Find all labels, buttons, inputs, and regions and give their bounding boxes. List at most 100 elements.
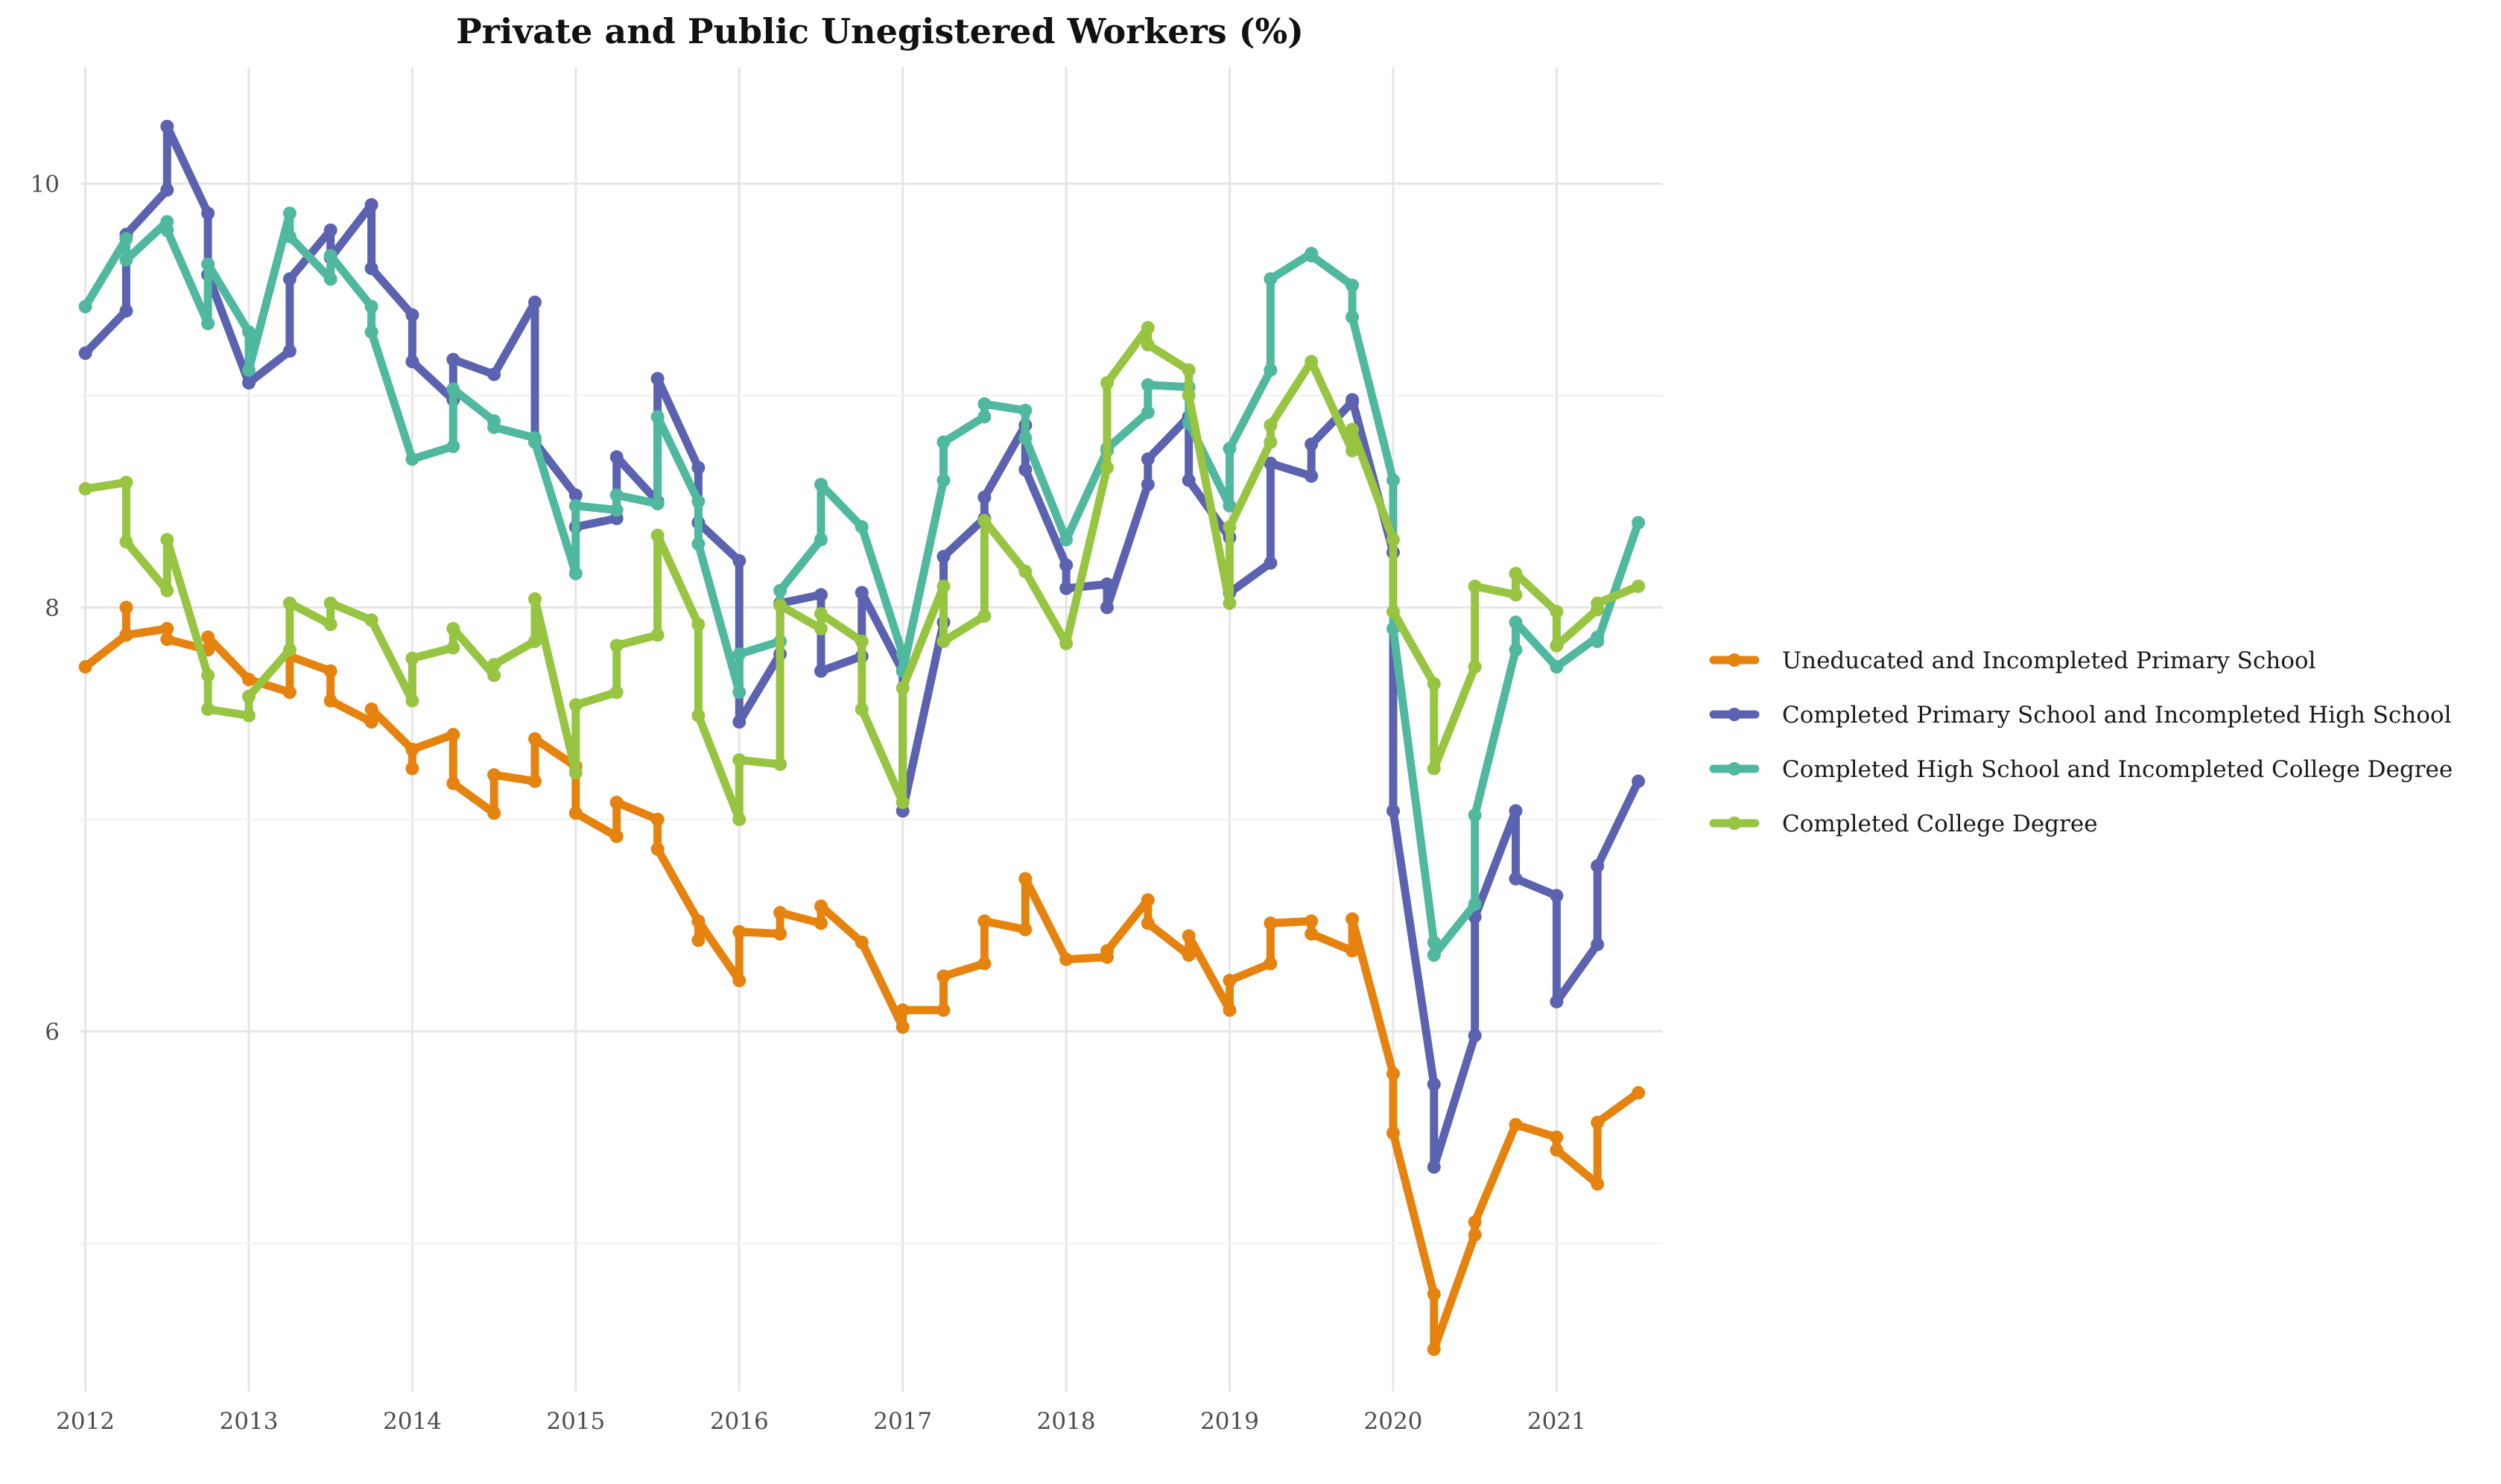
data-point — [691, 708, 706, 723]
data-point — [650, 812, 665, 826]
data-point — [1182, 948, 1196, 962]
data-point — [364, 197, 378, 212]
data-point — [1264, 272, 1278, 286]
data-point — [936, 473, 951, 487]
data-point — [1386, 533, 1400, 547]
data-point — [1018, 431, 1033, 445]
data-point — [1223, 1003, 1237, 1017]
x-axis-ticks: 2012 2013 2014 2015 2016 2017 2018 2019 2020 2021 — [56, 1408, 1586, 1435]
legend-key-point — [1728, 816, 1741, 830]
data-point — [282, 643, 297, 657]
data-point — [1427, 676, 1441, 691]
data-point — [487, 806, 501, 820]
data-point — [446, 776, 460, 790]
data-point — [936, 634, 951, 648]
legend-item: Completed Primary School and Incompleted… — [1709, 702, 2452, 729]
data-point — [1264, 916, 1278, 930]
series-lines — [78, 119, 1646, 1357]
data-point — [814, 533, 828, 547]
data-point — [1345, 944, 1360, 958]
data-point — [1223, 520, 1237, 534]
data-point — [1345, 443, 1360, 457]
data-point — [242, 375, 256, 390]
data-point — [119, 232, 133, 246]
data-point — [773, 598, 787, 612]
data-point — [609, 503, 624, 517]
series-line — [81, 209, 1643, 960]
data-point — [323, 596, 337, 610]
data-point — [1223, 974, 1237, 988]
data-point — [487, 658, 501, 672]
data-point — [1509, 643, 1523, 657]
data-point — [1264, 363, 1278, 377]
data-point — [814, 588, 828, 602]
data-point — [446, 641, 460, 655]
data-point — [977, 513, 992, 527]
data-point — [282, 596, 297, 610]
data-point — [732, 554, 747, 568]
data-point — [1182, 929, 1196, 943]
data-point — [487, 668, 501, 682]
data-point — [323, 618, 337, 632]
data-point — [1141, 452, 1155, 466]
data-point — [160, 632, 174, 647]
data-point — [1141, 378, 1155, 392]
data-point — [650, 372, 665, 386]
x-tick-label: 2019 — [1200, 1408, 1259, 1435]
data-point — [1305, 249, 1319, 263]
data-point — [528, 435, 542, 449]
data-point — [487, 420, 501, 434]
data-point — [1632, 1085, 1646, 1100]
data-point — [119, 535, 133, 549]
data-point — [1345, 279, 1360, 292]
data-point — [528, 295, 542, 309]
data-point — [201, 317, 215, 331]
data-point — [364, 703, 378, 716]
data-point — [1141, 320, 1155, 334]
data-point — [78, 482, 92, 496]
data-point — [528, 774, 542, 788]
data-point — [609, 450, 624, 464]
data-point — [691, 537, 706, 551]
data-point — [323, 223, 337, 237]
data-point — [896, 681, 910, 695]
data-point — [1468, 808, 1482, 822]
data-point — [528, 634, 542, 648]
data-point — [323, 272, 337, 286]
data-point — [609, 638, 624, 653]
data-point — [936, 550, 951, 564]
data-point — [896, 796, 910, 810]
data-point — [323, 694, 337, 708]
data-point — [1264, 435, 1278, 449]
data-point — [1468, 1228, 1482, 1242]
data-point — [1509, 1117, 1523, 1132]
data-point — [1264, 418, 1278, 432]
data-point — [855, 935, 869, 949]
data-point — [568, 566, 583, 580]
data-point — [242, 363, 256, 377]
legend-item: Completed High School and Incompleted Co… — [1709, 756, 2453, 783]
data-point — [1427, 935, 1441, 949]
data-point — [732, 753, 747, 767]
data-point — [1427, 1342, 1441, 1357]
data-point — [977, 397, 992, 411]
data-point — [1305, 914, 1319, 928]
data-point — [160, 533, 174, 547]
data-point — [364, 299, 378, 314]
data-point — [1591, 634, 1605, 648]
data-point — [1264, 957, 1278, 971]
legend-label: Uneducated and Incompleted Primary Schoo… — [1782, 647, 2315, 674]
data-point — [1550, 889, 1564, 903]
data-point — [160, 583, 174, 597]
data-point — [1468, 580, 1482, 593]
data-point — [1305, 927, 1319, 941]
data-point — [1632, 516, 1646, 530]
data-point — [814, 607, 828, 621]
data-point — [568, 766, 583, 780]
data-point — [446, 440, 460, 454]
data-point — [282, 206, 297, 221]
x-tick-label: 2017 — [873, 1408, 932, 1435]
data-point — [650, 528, 665, 542]
data-point — [1018, 872, 1033, 886]
data-point — [1100, 577, 1114, 592]
